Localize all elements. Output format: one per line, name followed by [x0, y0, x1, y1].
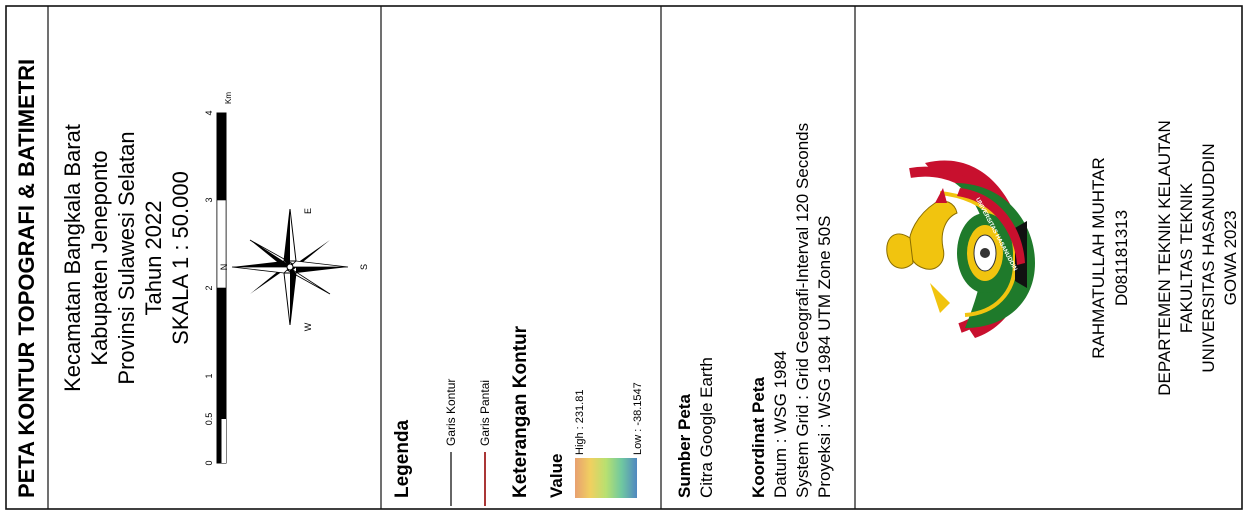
- author-block: RAHMATULLAH MUHTAR D081181313: [1089, 157, 1131, 359]
- compass-e-label: E: [303, 208, 313, 214]
- scale-tick-0: 0: [204, 460, 214, 465]
- scale-tick-3: 3: [204, 197, 214, 202]
- source-text: Citra Google Earth: [697, 357, 716, 498]
- institution-university: UNIVERSITAS HASANUDDIN: [1199, 143, 1218, 372]
- source-heading: Sumber Peta: [675, 394, 694, 498]
- compass-n-label: N: [219, 264, 229, 271]
- institution-block: DEPARTEMEN TEKNIK KELAUTAN FAKULTAS TEKN…: [1155, 120, 1240, 396]
- contour-color-ramp: [575, 458, 637, 498]
- scale-seg-2: [217, 376, 222, 419]
- compass-rose-icon: N E S W: [219, 208, 369, 331]
- author-name: RAHMATULLAH MUHTAR: [1089, 157, 1108, 359]
- source-panel: Sumber Peta Citra Google Earth Koordinat…: [675, 123, 834, 498]
- author-id: D081181313: [1112, 210, 1131, 306]
- location-kecamatan: Kecamatan Bangkala Barat: [60, 124, 85, 392]
- scale-bar: 0 0.5 1 2 3 4 Km: [204, 92, 233, 466]
- legend-label-contour: Garis Kontur: [444, 379, 458, 446]
- ramp-low-label: Low : -38.1547: [632, 382, 644, 455]
- scale-tick-05: 0.5: [204, 413, 214, 426]
- map-scale: SKALA 1 : 50.000: [168, 171, 193, 345]
- location-kabupaten: Kabupaten Jeneponto: [87, 150, 112, 365]
- scale-tick-2: 2: [204, 285, 214, 290]
- scale-tick-4: 4: [204, 110, 214, 115]
- scale-tick-1: 1: [204, 373, 214, 378]
- location-tahun: Tahun 2022: [141, 201, 166, 316]
- scale-seg-7: [217, 113, 226, 200]
- institution-place-year: GOWA 2023: [1221, 211, 1240, 306]
- coords-projection: Proyeksi : WSG 1984 UTM Zone 50S: [815, 216, 834, 499]
- legend-heading: Legenda: [392, 419, 413, 498]
- map-title: PETA KONTUR TOPOGRAFI & BATIMETRI: [14, 59, 39, 498]
- value-label: Value: [547, 454, 566, 498]
- institution-faculty: FAKULTAS TEKNIK: [1177, 182, 1196, 333]
- scale-unit: Km: [224, 92, 233, 104]
- title-panel: PETA KONTUR TOPOGRAFI & BATIMETRI: [14, 59, 39, 498]
- scale-seg-4: [221, 376, 226, 419]
- unhas-logo: UNIVERSITAS HASANUDDIN: [886, 160, 1035, 339]
- coords-datum: Datum : WSG 1984: [771, 351, 790, 498]
- coords-grid: System Grid : Grid Geografi-Interval 120…: [793, 123, 812, 498]
- location-block: Kecamatan Bangkala Barat Kabupaten Jenep…: [60, 124, 193, 392]
- compass-w-label: W: [303, 322, 313, 331]
- location-provinsi: Provinsi Sulawesi Selatan: [114, 131, 139, 384]
- scale-seg-6: [216, 199, 227, 289]
- legend-label-coastline: Garis Pantai: [478, 380, 492, 446]
- compass-s-label: S: [359, 264, 369, 270]
- scale-seg-3: [221, 419, 226, 463]
- coords-heading: Koordinat Peta: [749, 377, 768, 498]
- scale-seg-5: [217, 288, 226, 376]
- sheet-border: [5, 5, 1243, 510]
- institution-dept: DEPARTEMEN TEKNIK KELAUTAN: [1155, 120, 1174, 396]
- contour-heading: Keterangan Kontur: [510, 325, 531, 498]
- legend-panel: Legenda Garis Kontur Garis Pantai Ketera…: [392, 325, 644, 506]
- ramp-high-label: High : 231.81: [574, 390, 586, 455]
